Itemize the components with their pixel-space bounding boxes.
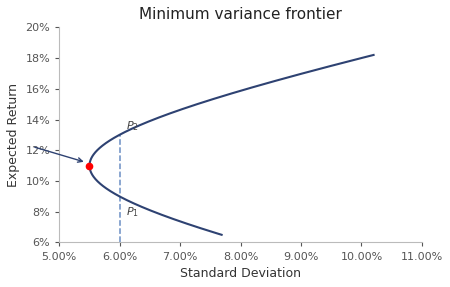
X-axis label: Standard Deviation: Standard Deviation: [180, 267, 301, 280]
Y-axis label: Expected Return: Expected Return: [7, 83, 20, 187]
Title: Minimum variance frontier: Minimum variance frontier: [139, 7, 342, 22]
Text: $P_1$: $P_1$: [126, 205, 139, 219]
Text: $P_2$: $P_2$: [126, 120, 139, 133]
